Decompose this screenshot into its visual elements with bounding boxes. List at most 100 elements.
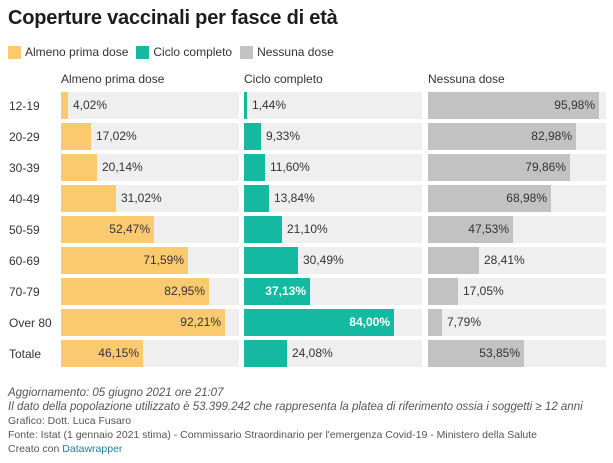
bar-track: 28,41% (428, 247, 606, 274)
bar-track: 71,59% (61, 247, 239, 274)
bar-track: 20,14% (61, 154, 239, 181)
bar-ciclo-completo-70-79 (244, 278, 310, 305)
datawrapper-link[interactable]: Datawrapper (62, 443, 123, 455)
bar-track: 82,95% (61, 278, 239, 305)
bar-track: 11,60% (244, 154, 422, 181)
bar-ciclo-completo-50-59 (244, 216, 282, 243)
value-label: 21,10% (287, 222, 328, 236)
bar-ciclo-completo-over-80 (244, 309, 394, 336)
legend: Almeno prima dose Ciclo completo Nessuna… (8, 44, 342, 60)
bar-track: 47,53% (428, 216, 606, 243)
value-label: 52,47% (109, 222, 150, 236)
value-label: 71,59% (143, 253, 184, 267)
column-header-nessuna-dose: Nessuna dose (428, 72, 505, 86)
legend-label-ciclo-completo: Ciclo completo (153, 45, 233, 59)
value-label: 92,21% (180, 315, 221, 329)
bar-almeno-prima-dose-30-39 (61, 154, 97, 181)
bar-nessuna-dose-40-49 (428, 185, 551, 212)
row-label-12-19: 12-19 (9, 98, 40, 113)
bar-track: 68,98% (428, 185, 606, 212)
bar-track: 1,44% (244, 92, 422, 119)
legend-swatch-ciclo-completo (136, 45, 150, 59)
bar-track: 7,79% (428, 309, 606, 336)
row-label-40-49: 40-49 (9, 191, 40, 206)
bar-ciclo-completo-30-39 (244, 154, 265, 181)
bar-track: 92,21% (61, 309, 239, 336)
bar-ciclo-completo-40-49 (244, 185, 269, 212)
bar-track: 30,49% (244, 247, 422, 274)
value-label: 84,00% (349, 315, 390, 329)
bar-track: 17,05% (428, 278, 606, 305)
bar-nessuna-dose-totale (428, 340, 524, 367)
value-label: 4,02% (73, 98, 108, 112)
value-label: 17,05% (463, 284, 504, 298)
bar-track: 53,85% (428, 340, 606, 367)
row-label-totale: Totale (9, 346, 42, 361)
bar-nessuna-dose-70-79 (428, 278, 458, 305)
legend-label-nessuna-dose: Nessuna dose (257, 45, 334, 59)
bar-track: 46,15% (61, 340, 239, 367)
bar-ciclo-completo-60-69 (244, 247, 298, 274)
legend-swatch-prima-dose (8, 45, 21, 59)
value-label: 13,84% (274, 191, 315, 205)
row-label-20-29: 20-29 (9, 129, 40, 144)
value-label: 82,95% (164, 284, 205, 298)
row-label-60-69: 60-69 (9, 253, 40, 268)
column-header-ciclo-completo: Ciclo completo (244, 72, 323, 86)
bar-track: 17,02% (61, 123, 239, 150)
update-note: Aggiornamento: 05 giugno 2021 ore 21:07 (8, 387, 224, 399)
value-label: 46,15% (98, 346, 139, 360)
bar-track: 79,86% (428, 154, 606, 181)
source-credit: Fonte: Istat (1 gennaio 2021 stima) - Co… (8, 429, 537, 441)
value-label: 37,13% (265, 284, 306, 298)
value-label: 79,86% (525, 160, 566, 174)
row-label-30-39: 30-39 (9, 160, 40, 175)
value-label: 17,02% (96, 129, 137, 143)
value-label: 53,85% (479, 346, 520, 360)
bar-track: 9,33% (244, 123, 422, 150)
bar-track: 13,84% (244, 185, 422, 212)
created-with-prefix: Creato con (8, 443, 60, 455)
bar-ciclo-completo-12-19 (244, 92, 247, 119)
bar-track: 21,10% (244, 216, 422, 243)
bar-almeno-prima-dose-over-80 (61, 309, 225, 336)
bar-track: 4,02% (61, 92, 239, 119)
created-with: Creato con Datawrapper (8, 442, 608, 456)
bar-ciclo-completo-totale (244, 340, 287, 367)
legend-item-prima-dose: Almeno prima dose (8, 45, 128, 59)
value-label: 95,98% (554, 98, 595, 112)
bar-ciclo-completo-20-29 (244, 123, 261, 150)
bar-track: 37,13% (244, 278, 422, 305)
bar-track: 52,47% (61, 216, 239, 243)
value-label: 30,49% (303, 253, 344, 267)
legend-item-nessuna-dose: Nessuna dose (240, 45, 334, 59)
bar-track: 31,02% (61, 185, 239, 212)
value-label: 28,41% (484, 253, 525, 267)
bar-nessuna-dose-50-59 (428, 216, 513, 243)
bar-track: 82,98% (428, 123, 606, 150)
bar-nessuna-dose-60-69 (428, 247, 479, 274)
legend-swatch-nessuna-dose (240, 45, 254, 59)
bar-almeno-prima-dose-40-49 (61, 185, 116, 212)
bar-almeno-prima-dose-60-69 (61, 247, 188, 274)
chart-title: Coperture vaccinali per fasce di età (8, 7, 338, 29)
value-label: 20,14% (102, 160, 143, 174)
value-label: 11,60% (270, 160, 310, 174)
row-label-70-79: 70-79 (9, 284, 40, 299)
row-label-50-59: 50-59 (9, 222, 40, 237)
value-label: 68,98% (506, 191, 547, 205)
bar-track: 24,08% (244, 340, 422, 367)
value-label: 82,98% (531, 129, 572, 143)
chart-footer: Aggiornamento: 05 giugno 2021 ore 21:07 … (8, 386, 608, 456)
legend-item-ciclo-completo: Ciclo completo (136, 45, 232, 59)
value-label: 31,02% (121, 191, 162, 205)
bar-track: 84,00% (244, 309, 422, 336)
value-label: 47,53% (468, 222, 509, 236)
value-label: 7,79% (447, 315, 482, 329)
bar-almeno-prima-dose-12-19 (61, 92, 68, 119)
bar-almeno-prima-dose-totale (61, 340, 143, 367)
value-label: 1,44% (252, 98, 287, 112)
row-label-over-80: Over 80 (9, 315, 52, 330)
bar-nessuna-dose-over-80 (428, 309, 442, 336)
legend-label-prima-dose: Almeno prima dose (25, 45, 129, 59)
